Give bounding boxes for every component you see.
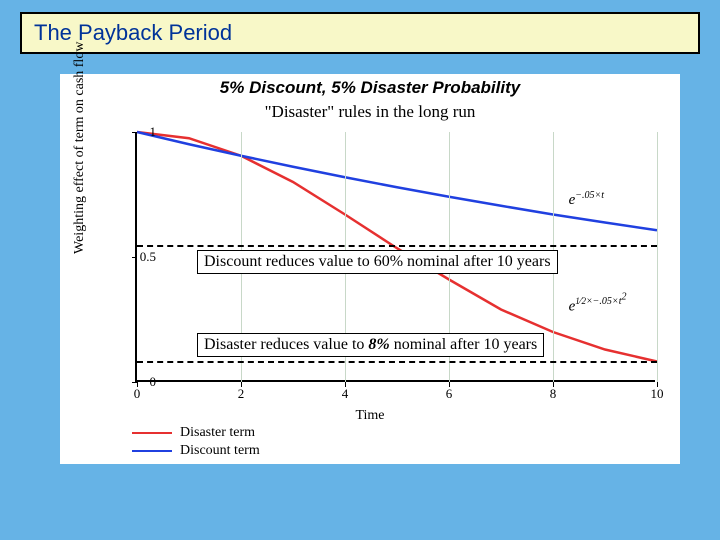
legend-label: Disaster term	[180, 425, 255, 441]
ytick-label: 1	[150, 124, 157, 140]
xtick-label: 2	[238, 386, 245, 402]
formula-label: e−.05×t	[569, 190, 604, 209]
annotation-box: Disaster reduces value to 8% nominal aft…	[197, 333, 544, 357]
xtick-label: 0	[134, 386, 141, 402]
title-text: The Payback Period	[34, 20, 232, 45]
legend-item: Disaster term	[132, 424, 260, 442]
plot-area: 0246810Discount reduces value to 60% nom…	[135, 132, 655, 382]
ytick-label: 0.5	[140, 249, 156, 265]
ytick-mark	[132, 257, 137, 258]
xtick-label: 4	[342, 386, 349, 402]
legend-label: Discount term	[180, 443, 260, 459]
xtick-label: 8	[550, 386, 557, 402]
chart-title: 5% Discount, 5% Disaster Probability	[60, 78, 680, 98]
annotation-box: Discount reduces value to 60% nominal af…	[197, 250, 558, 274]
legend-swatch	[132, 432, 172, 435]
dashed-ref-line	[137, 245, 657, 247]
legend-swatch	[132, 450, 172, 453]
xtick-label: 10	[651, 386, 664, 402]
legend: Disaster term Discount term	[132, 424, 260, 460]
legend-item: Discount term	[132, 442, 260, 460]
ytick-mark	[132, 132, 137, 133]
y-axis-label: Weighting effect of term on cash flow	[72, 42, 88, 254]
gridline	[657, 132, 658, 382]
chart-subtitle: "Disaster" rules in the long run	[60, 102, 680, 122]
title-banner: The Payback Period	[20, 12, 700, 54]
ytick-label: 0	[150, 374, 157, 390]
formula-label: e1⁄2×−.05×t2	[569, 292, 627, 315]
ytick-mark	[132, 382, 137, 383]
xtick-label: 6	[446, 386, 453, 402]
series-line	[137, 132, 657, 362]
x-axis-label: Time	[60, 408, 680, 424]
chart-container: 5% Discount, 5% Disaster Probability "Di…	[60, 74, 680, 464]
dashed-ref-line	[137, 361, 657, 363]
